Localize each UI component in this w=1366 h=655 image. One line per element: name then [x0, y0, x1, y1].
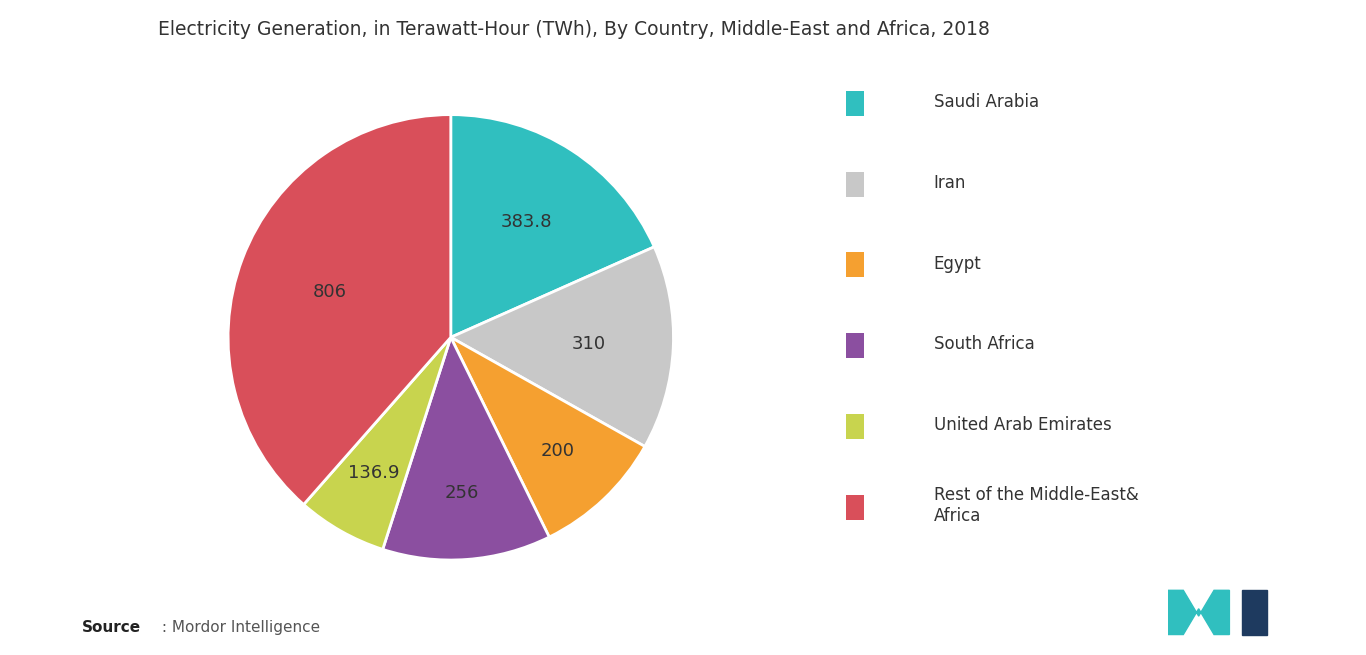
Text: Electricity Generation, in Terawatt-Hour (TWh), By Country, Middle-East and Afri: Electricity Generation, in Terawatt-Hour… — [158, 20, 989, 39]
Wedge shape — [228, 115, 451, 504]
Text: : Mordor Intelligence: : Mordor Intelligence — [157, 620, 320, 635]
Text: United Arab Emirates: United Arab Emirates — [934, 416, 1112, 434]
Wedge shape — [451, 337, 645, 537]
Text: South Africa: South Africa — [934, 335, 1034, 354]
Wedge shape — [382, 337, 549, 560]
Wedge shape — [303, 337, 451, 550]
Text: Rest of the Middle-East&
Africa: Rest of the Middle-East& Africa — [934, 487, 1138, 525]
Text: 256: 256 — [445, 484, 479, 502]
Text: 310: 310 — [571, 335, 605, 353]
FancyBboxPatch shape — [846, 91, 865, 116]
Wedge shape — [451, 247, 673, 447]
Bar — [1242, 590, 1268, 635]
Text: Source: Source — [82, 620, 141, 635]
FancyBboxPatch shape — [846, 333, 865, 358]
Text: Iran: Iran — [934, 174, 966, 192]
Text: 136.9: 136.9 — [348, 464, 400, 482]
FancyBboxPatch shape — [846, 172, 865, 196]
FancyBboxPatch shape — [846, 414, 865, 439]
Text: 200: 200 — [541, 441, 575, 460]
FancyBboxPatch shape — [846, 495, 865, 519]
Text: Saudi Arabia: Saudi Arabia — [934, 93, 1040, 111]
Polygon shape — [1168, 590, 1229, 635]
Text: 806: 806 — [313, 283, 347, 301]
FancyBboxPatch shape — [846, 252, 865, 278]
Text: 383.8: 383.8 — [500, 212, 552, 231]
Text: Egypt: Egypt — [934, 255, 982, 272]
Wedge shape — [451, 115, 654, 337]
